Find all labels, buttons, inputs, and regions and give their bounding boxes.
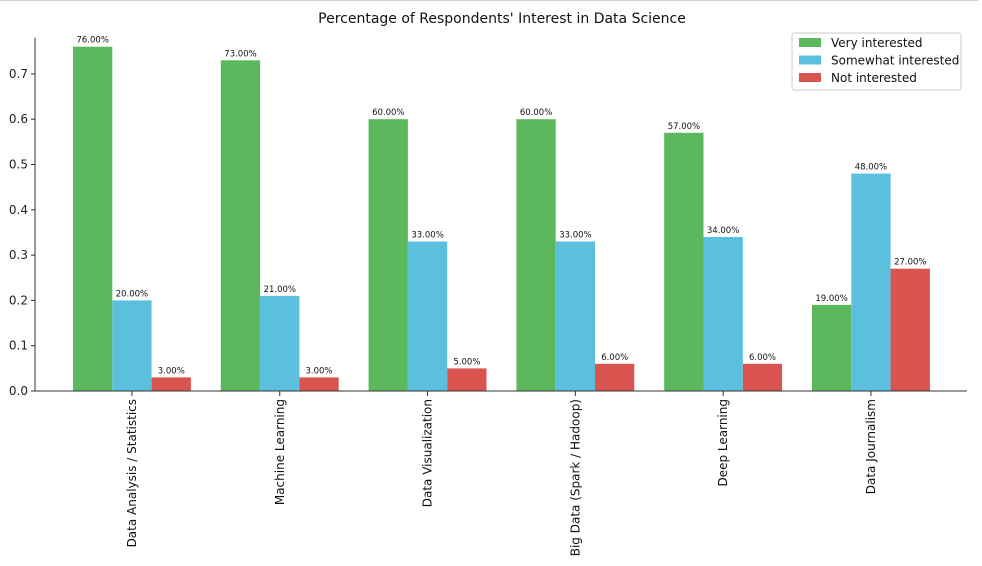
legend-swatch-not-interested xyxy=(799,73,821,82)
data-label: 34.00% xyxy=(707,226,739,236)
y-tick-label: 0.6 xyxy=(9,112,28,126)
data-label: 27.00% xyxy=(894,258,926,268)
legend-label-not-interested: Not interested xyxy=(831,71,917,85)
data-label: 73.00% xyxy=(224,49,256,59)
bar-somewhat-interested-big-data-spark-hadoop xyxy=(555,241,595,391)
data-label: 60.00% xyxy=(372,108,404,118)
bar-very-interested-deep-learning xyxy=(664,132,704,392)
bar-not-interested-data-visualization xyxy=(447,368,487,391)
data-label: 21.00% xyxy=(264,285,296,295)
data-label: 48.00% xyxy=(855,163,887,173)
bar-very-interested-data-analysis-statistics xyxy=(73,46,113,391)
data-label: 20.00% xyxy=(116,289,148,299)
data-label: 3.00% xyxy=(305,366,332,376)
data-label: 3.00% xyxy=(158,366,185,376)
data-label: 76.00% xyxy=(76,36,108,46)
data-label: 19.00% xyxy=(815,294,847,304)
bar-very-interested-big-data-spark-hadoop xyxy=(516,119,556,391)
bar-very-interested-data-visualization xyxy=(368,119,408,391)
y-tick-label: 0.1 xyxy=(9,339,28,353)
bar-not-interested-data-analysis-statistics xyxy=(151,377,191,391)
bar-somewhat-interested-data-visualization xyxy=(407,241,448,391)
data-label: 6.00% xyxy=(601,353,628,363)
x-tick-label: Big Data (Spark / Hadoop) xyxy=(568,399,582,556)
legend: Very interested Somewhat interested Not in… xyxy=(791,32,962,91)
data-labels-layer: 76.00% 20.00% 3.00% 73.00% 21.00% 3.00% 60.00%… xyxy=(76,36,926,377)
axes-layer: Data Analysis / Statistics Machine Learni… xyxy=(9,37,967,556)
bar-not-interested-big-data-spark-hadoop xyxy=(595,363,635,391)
y-tick-label: 0.7 xyxy=(9,67,28,81)
x-tick-label: Deep Learning xyxy=(716,399,730,487)
legend-swatch-very-interested xyxy=(799,38,821,47)
bar-somewhat-interested-data-journalism xyxy=(851,173,891,391)
legend-box xyxy=(791,32,962,91)
data-label: 33.00% xyxy=(411,231,443,241)
data-label: 6.00% xyxy=(749,353,776,363)
y-tick-label: 0.5 xyxy=(9,158,28,172)
bar-very-interested-data-journalism xyxy=(812,304,852,391)
bar-very-interested-machine-learning xyxy=(220,60,261,392)
legend-label-very-interested: Very interested xyxy=(831,36,923,50)
legend-swatch-somewhat-interested xyxy=(799,55,821,65)
top-border-line xyxy=(0,0,978,1)
data-label: 60.00% xyxy=(520,108,552,118)
bar-not-interested-deep-learning xyxy=(742,363,783,391)
bar-somewhat-interested-machine-learning xyxy=(260,295,300,391)
legend-label-somewhat-interested: Somewhat interested xyxy=(831,54,959,68)
data-label: 5.00% xyxy=(453,357,480,367)
bar-not-interested-data-journalism xyxy=(890,268,930,391)
x-tick-label: Data Visualization xyxy=(421,399,435,507)
bar-not-interested-machine-learning xyxy=(299,377,339,391)
x-tick-label: Data Analysis / Statistics xyxy=(125,399,139,547)
y-tick-label: 0.4 xyxy=(9,203,28,217)
data-label: 57.00% xyxy=(668,122,700,132)
y-tick-label: 0.3 xyxy=(9,248,28,262)
chart-title: Percentage of Respondents' Interest in D… xyxy=(318,11,686,27)
y-tick-label: 0.0 xyxy=(9,384,28,398)
data-label: 33.00% xyxy=(559,231,591,241)
bars-layer xyxy=(73,46,930,392)
x-tick-label: Machine Learning xyxy=(273,399,287,505)
bar-somewhat-interested-data-analysis-statistics xyxy=(112,300,152,391)
y-tick-label: 0.2 xyxy=(9,293,28,307)
x-tick-label: Data Journalism xyxy=(864,399,878,494)
bar-somewhat-interested-deep-learning xyxy=(703,237,743,391)
